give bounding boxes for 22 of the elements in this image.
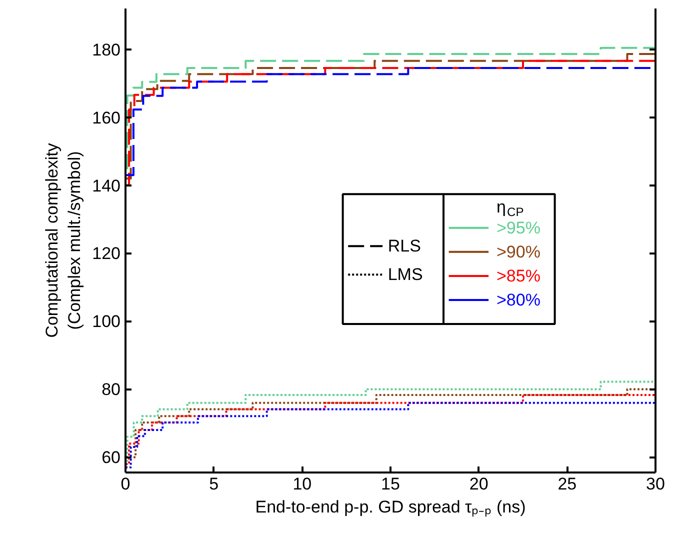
legend-label: >95% (496, 218, 540, 238)
y-tick-label: 140 (92, 176, 121, 196)
annotation: LMS (388, 265, 423, 284)
x-tick-label: 25 (558, 474, 577, 494)
x-tick-label: 30 (646, 474, 665, 494)
y-tick-label: 60 (102, 448, 121, 468)
y-tick-label: 160 (92, 108, 121, 128)
x-tick-label: 5 (209, 474, 219, 494)
y-tick-label: 120 (92, 244, 121, 264)
legend-label: >80% (496, 290, 540, 310)
legend-label: >85% (496, 266, 540, 286)
x-tick-label: 20 (469, 474, 488, 494)
x-tick-label: 15 (381, 474, 400, 494)
annotation: RLS (388, 236, 421, 256)
y-tick-label: 80 (102, 380, 121, 400)
y-tick-label: 100 (92, 312, 121, 332)
legend-label: >90% (496, 242, 540, 262)
x-tick-label: 0 (120, 474, 130, 494)
x-axis-title: End-to-end p-p. GD spread τₚ₋ₚ (ns) (255, 498, 526, 518)
x-tick-label: 10 (292, 474, 312, 494)
y-axis-title: Computational complexity (Complex mult./symbol) (42, 142, 84, 338)
y-tick-label: 180 (92, 40, 121, 60)
